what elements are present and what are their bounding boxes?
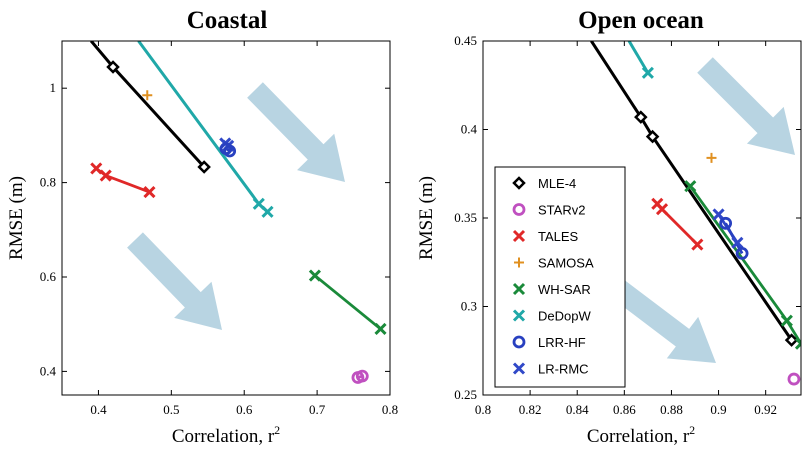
direction-arrow-2 [127, 232, 222, 330]
tales-point [143, 185, 156, 199]
open-ocean-x-axis-label: Correlation, r2 [587, 423, 695, 447]
samosa-legend-marker [514, 257, 524, 268]
coastal-y-ticks: 0.4 0.6 0.8 1 [40, 80, 390, 378]
x-tick-label: 0.5 [163, 402, 179, 417]
tales-point [90, 162, 103, 175]
mle-4-legend-marker [512, 176, 526, 190]
open-ocean-y-ticks: 0.25 0.3 0.35 0.4 0.45 [454, 33, 801, 402]
dedopw-point [252, 197, 265, 210]
open-ocean-marks [590, 41, 801, 386]
direction-arrow-1 [247, 82, 345, 182]
wh-sar-point [308, 269, 321, 282]
wh-sar-legend-marker [512, 282, 526, 296]
x-tick-label: 0.6 [236, 402, 253, 417]
samosa-point [142, 90, 153, 101]
coastal-y-axis-label: RMSE (m) [6, 176, 27, 260]
y-tick-label: 0.8 [40, 175, 56, 190]
mle-4-series-line [590, 41, 793, 341]
wh-sar-series-line [314, 274, 382, 331]
y-tick-label: 0.45 [454, 33, 477, 48]
wh-sar-point [374, 322, 387, 335]
x-tick-label: 0.82 [519, 402, 542, 417]
lr-rmc-point [731, 236, 744, 249]
direction-arrow-1 [697, 57, 795, 155]
x-tick-label: 0.88 [660, 402, 683, 417]
open-ocean-title: Open ocean [578, 7, 704, 34]
wh-sar-point [684, 180, 697, 193]
legend-item-dedopw: DeDopW [512, 309, 591, 324]
tales-point [99, 169, 112, 182]
tales-point [691, 238, 704, 251]
starv2-point [355, 369, 369, 383]
legend: MLE-4 STARv2 TALES SAMOSA WH-SAR DeDopW LRR-HF… [494, 166, 626, 388]
legend-label: WH-SAR [538, 282, 591, 297]
x-tick-label: 0.92 [754, 402, 777, 417]
y-tick-label: 0.4 [40, 363, 57, 378]
dedopw-series-line [627, 41, 650, 74]
coastal-x-axis-label: Correlation, r2 [172, 423, 280, 447]
coastal-x-ticks: 0.4 0.5 0.6 0.7 0.8 [90, 41, 398, 417]
legend-item-tales: TALES [512, 229, 579, 244]
samosa-point [706, 152, 717, 163]
legend-item-starv2: STARv2 [512, 203, 585, 218]
y-tick-label: 0.25 [454, 387, 477, 402]
tales-legend-marker [512, 229, 526, 243]
x-tick-label: 0.7 [309, 402, 326, 417]
tales-point [655, 203, 669, 216]
starv2-point [787, 372, 801, 386]
coastal-plot-frame [61, 40, 391, 396]
lrr-hf-point [719, 216, 733, 230]
coastal-title: Coastal [187, 7, 268, 34]
dedopw-point [261, 205, 274, 218]
legend-item-lrr-hf: LRR-HF [512, 335, 586, 350]
legend-item-lr-rmc: LR-RMC [512, 362, 589, 377]
mle-4-point [197, 160, 211, 174]
y-tick-label: 1 [50, 80, 57, 95]
y-tick-label: 0.4 [461, 122, 478, 137]
mle-4-point [645, 129, 660, 144]
dedopw-series-line [137, 41, 269, 213]
dedopw-point [641, 66, 654, 79]
legend-item-wh-sar: WH-SAR [512, 282, 591, 297]
mle-4-series-line [90, 41, 206, 169]
mle-4-point [634, 110, 648, 124]
x-tick-label: 0.84 [566, 402, 589, 417]
coastal-arrows [127, 82, 345, 330]
x-tick-label: 0.4 [90, 402, 107, 417]
open-ocean-y-axis-label: RMSE (m) [416, 176, 437, 260]
x-tick-label: 0.8 [475, 402, 491, 417]
lr-rmc-legend-marker [512, 362, 526, 375]
open-ocean-x-ticks: 0.8 0.82 0.84 0.86 0.88 0.9 0.92 [475, 41, 777, 417]
starv2-legend-marker [512, 203, 526, 216]
lr-rmc-point [712, 208, 725, 221]
wh-sar-point [794, 337, 801, 350]
legend-item-samosa: SAMOSA [514, 256, 594, 271]
mle-4-point [106, 60, 120, 74]
lrr-hf-point [223, 144, 237, 158]
y-tick-label: 0.3 [461, 299, 477, 314]
legend-label: MLE-4 [538, 176, 576, 191]
x-tick-label: 0.9 [710, 402, 726, 417]
legend-label: SAMOSA [538, 256, 594, 271]
lrr-hf-legend-marker [512, 335, 526, 349]
x-tick-label: 0.86 [613, 402, 636, 417]
dedopw-legend-marker [512, 309, 526, 322]
lrr-hf-point [735, 246, 749, 260]
coastal-panel: Coastal 0.4 0.5 0.6 0.7 0.8 0.4 0.6 0.8 1 Corre… [6, 7, 398, 447]
legend-label: LRR-HF [538, 335, 586, 350]
legend-label: LR-RMC [538, 362, 589, 377]
coastal-marks [90, 41, 387, 384]
legend-item-mle-4: MLE-4 [512, 176, 576, 191]
y-tick-label: 0.35 [454, 210, 477, 225]
open-ocean-panel: Open ocean 0.8 0.82 0.84 0.86 0.88 0.9 0.92 0.… [416, 7, 802, 447]
legend-label: DeDopW [538, 309, 591, 324]
legend-box [494, 166, 626, 388]
legend-label: STARv2 [538, 203, 585, 218]
y-tick-label: 0.6 [40, 269, 57, 284]
legend-label: TALES [538, 229, 579, 244]
wh-sar-point [780, 314, 793, 327]
mle-4-point [784, 333, 799, 347]
x-tick-label: 0.8 [382, 402, 398, 417]
